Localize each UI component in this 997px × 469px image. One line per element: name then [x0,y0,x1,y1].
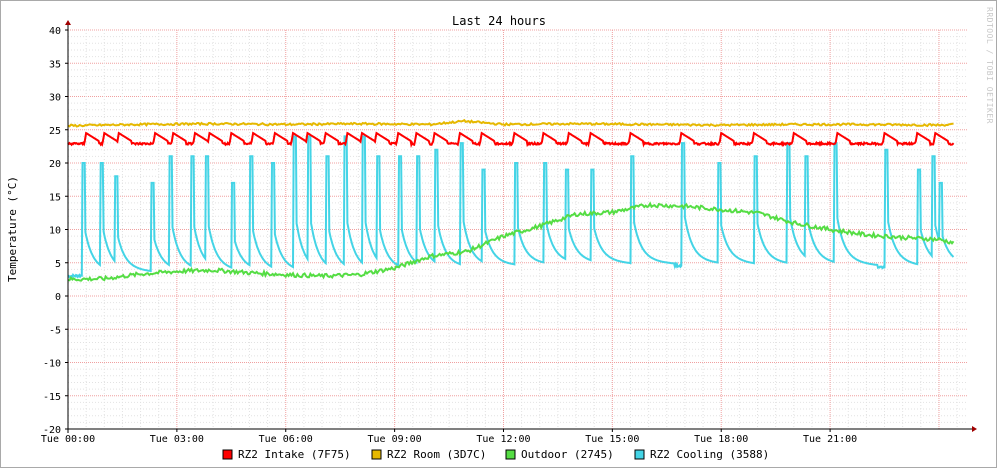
series-layer [67,118,955,282]
axes [65,20,977,433]
series-intake-line [67,131,955,149]
legend-swatch [505,449,516,460]
y-tick-label: 0 [55,292,61,303]
y-tick-label: 30 [49,93,61,104]
x-tick-label: Tue 00:00 [41,434,95,445]
grid [67,29,968,430]
legend: RZ2 Intake (7F75) RZ2 Room (3D7C) Outdoor … [222,448,769,461]
y-tick-label: 25 [49,126,61,137]
y-tick-label: -5 [49,325,61,336]
x-axis-arrow-icon [972,426,977,432]
x-tick-label: Tue 06:00 [259,434,313,445]
x-tick-label: Tue 12:00 [476,434,530,445]
y-tick-label: 40 [49,26,61,37]
legend-swatch [371,449,382,460]
x-tick-label: Tue 18:00 [694,434,748,445]
legend-swatch [222,449,233,460]
rrdtool-watermark: RRDTOOL / TOBI OETIKER [985,7,994,124]
legend-label: RZ2 Room (3D7C) [387,448,486,461]
y-tick-label: 35 [49,59,61,70]
series-outdoor-line [68,201,955,282]
series-room-line [67,118,954,128]
y-tick-label: 5 [55,259,61,270]
y-axis-label: Temperature (°C) [6,176,19,282]
legend-label: Outdoor (2745) [521,448,614,461]
x-tick-label: Tue 15:00 [585,434,639,445]
x-tick-label: Tue 03:00 [150,434,204,445]
legend-label: RZ2 Intake (7F75) [238,448,351,461]
x-tick-label: Tue 09:00 [368,434,422,445]
y-tick-label: -20 [43,425,61,436]
y-tick-label: -15 [43,392,61,403]
legend-label: RZ2 Cooling (3588) [650,448,769,461]
x-tick-label: Tue 21:00 [803,434,857,445]
legend-swatch [634,449,645,460]
y-tick-label: 10 [49,226,61,237]
y-tick-label: -10 [43,359,61,370]
y-tick-label: 20 [49,159,61,170]
series-cooling-line [67,135,955,280]
chart-title: Last 24 hours [452,14,546,28]
y-tick-label: 15 [49,192,61,203]
y-axis-arrow-icon [65,20,71,25]
